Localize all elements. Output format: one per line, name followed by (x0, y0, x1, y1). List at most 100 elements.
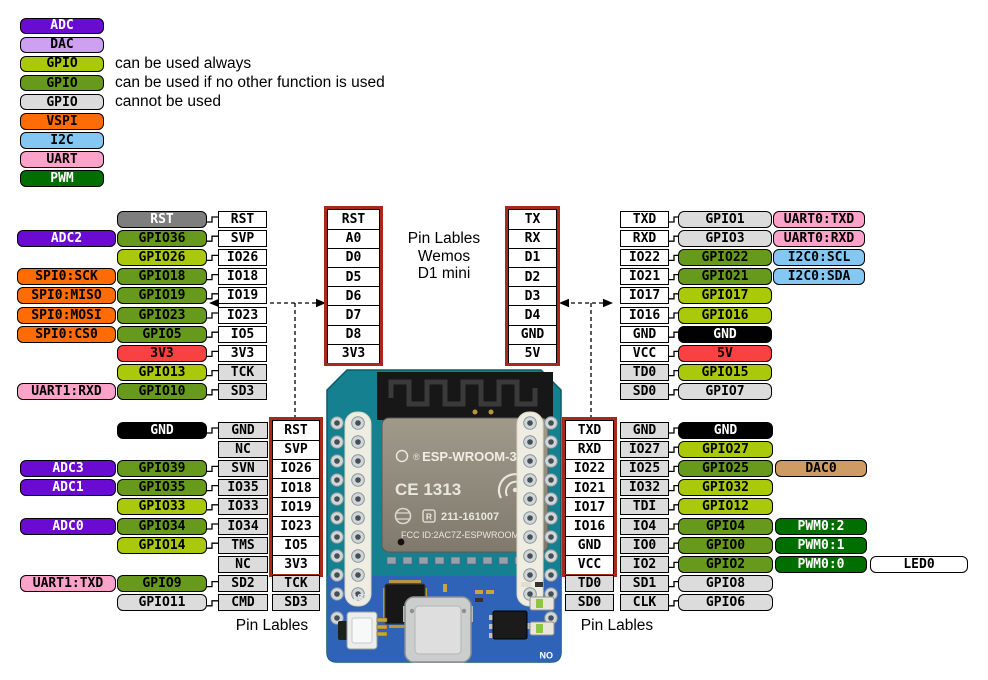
arrowhead-icon (316, 298, 326, 308)
legend-description: can be used always (115, 54, 252, 72)
func-chip: ADC0 (20, 517, 116, 535)
func-chip: SPI0:CS0 (17, 325, 116, 343)
pin-chip: IO22 (620, 248, 669, 266)
pin-chip: RST (218, 210, 267, 228)
pin-chip: SD1 (620, 575, 669, 593)
legend-swatch: UART (20, 151, 104, 168)
wemos-pin-cell: D8 (327, 324, 380, 345)
wemos-pin-cell: IO23 (272, 516, 320, 537)
func-chip: SPI0:MOSI (17, 306, 116, 324)
wemos-pin-cell: SD0 (565, 594, 614, 612)
gpio-chip: GPIO39 (117, 459, 207, 477)
pin-chip: SD3 (218, 383, 267, 401)
func-chip: SPI0:SCK (17, 268, 116, 286)
gpio-chip: GPIO16 (678, 306, 772, 324)
gpio-chip: RST (117, 210, 207, 228)
pin-chip: IO32 (620, 479, 669, 497)
pin-chip: IO27 (620, 440, 669, 458)
pin1-marker (397, 538, 405, 546)
gpio-chip: GPIO0 (678, 536, 773, 554)
gpio-chip: GPIO5 (117, 325, 207, 343)
gpio-chip: GPIO8 (678, 575, 773, 593)
wemos-pin-cell: A0 (327, 228, 380, 249)
wemos-pin-cell: TX (508, 209, 557, 230)
wemos-pin-cell: IO22 (565, 458, 614, 479)
led-chip: LED0 (870, 555, 968, 573)
reset-button (338, 611, 378, 650)
gpio-chip: GPIO12 (678, 498, 773, 516)
wemos-pin-cell: D5 (327, 267, 380, 288)
gpio-chip: GPIO21 (678, 268, 772, 286)
pin-chip: TXD (620, 210, 669, 228)
pin-chip: IO16 (620, 306, 669, 324)
pin-chip: SVN (218, 459, 268, 477)
pin-chip: NC (218, 555, 268, 573)
legend-swatch: ADC (20, 17, 104, 34)
gpio-chip: GPIO10 (117, 383, 207, 401)
pin-chip: IO21 (620, 268, 669, 286)
cert-stamp-icon (394, 507, 412, 525)
pin-labels-caption-left: Pin Lables (235, 617, 309, 634)
shield-fcc-id: FCC ID:2AC7Z-ESPWROOM32 (401, 530, 529, 540)
wemos-pin-cell: IO17 (565, 497, 614, 518)
pin-chip: IO35 (218, 479, 268, 497)
legend-swatch: I2C (20, 132, 104, 149)
pin-chip: IO0 (620, 536, 669, 554)
pin-chip: IO17 (620, 287, 669, 305)
pin-chip: IO25 (620, 459, 669, 477)
legend-swatch: GPIO (20, 55, 104, 73)
caption-line: Pin Lables (407, 230, 481, 247)
func-chip: ADC3 (20, 459, 116, 477)
pin-chip: SD2 (218, 575, 268, 593)
gpio-chip: GPIO17 (678, 287, 772, 305)
pin-chip: IO18 (218, 268, 267, 286)
pin-chip: NC (218, 440, 268, 458)
wemos-pin-cell: GND (508, 324, 557, 345)
gpio-chip: GPIO26 (117, 248, 207, 266)
wemos-pin-cell: SD3 (272, 594, 320, 612)
wemos-pin-cell: D0 (327, 247, 380, 268)
pin-chip: IO19 (218, 287, 267, 305)
gpio-chip: GPIO33 (117, 498, 207, 516)
func-chip: PWM0:2 (775, 517, 867, 535)
gpio-chip: GPIO18 (117, 268, 207, 286)
pin-labels-caption-right: Pin Lables (580, 617, 654, 634)
svg-text:R: R (426, 512, 432, 522)
pin-holes (330, 416, 558, 625)
gpio-chip: GND (117, 421, 207, 439)
wemos-pin-cell: SVP (272, 439, 320, 460)
wemos-caption: Pin Lables Wemos D1 mini (384, 230, 504, 283)
wemos-pin-cell: TCK (272, 575, 320, 593)
wemos-pin-cell: RST (272, 420, 320, 441)
gpio-chip: 5V (678, 344, 772, 362)
legend-swatch: PWM (20, 170, 104, 187)
gpio-chip: GPIO22 (678, 248, 772, 266)
func-chip: UART0:TXD (773, 210, 865, 228)
wemos-pin-cell: TXD (565, 420, 614, 441)
wemos-pin-cell: GND (565, 535, 614, 556)
pin-chip: IO23 (218, 306, 267, 324)
wemos-pin-cell: TD0 (565, 575, 614, 593)
func-chip: UART1:RXD (17, 383, 116, 401)
gpio-chip: GPIO19 (117, 287, 207, 305)
func-chip: DAC0 (775, 459, 867, 477)
func-chip: UART0:RXD (773, 229, 865, 247)
wemos-pin-cell: VCC (565, 554, 614, 575)
shield-ce-mark: CE 1313 (395, 480, 461, 499)
wemos-pin-cell: 3V3 (327, 343, 380, 364)
shield-reg-mark: ® (413, 452, 420, 462)
legend-swatch: VSPI (20, 113, 104, 130)
wemos-pin-cell: RXD (565, 439, 614, 460)
gpio-chip: GND (678, 421, 773, 439)
gpio-chip: GPIO7 (678, 383, 772, 401)
gpio-chip: GPIO2 (678, 555, 773, 573)
shield-module-name: ESP-WROOM-32 (422, 449, 524, 464)
wemos-pin-cell: IO26 (272, 458, 320, 479)
func-chip: I2C0:SDA (773, 268, 865, 286)
wemos-pin-cell: RST (327, 209, 380, 230)
passive-components (376, 582, 543, 637)
gpio-chip: GPIO3 (678, 229, 772, 247)
legend-description: cannot be used (115, 93, 222, 111)
gpio-chip: GPIO36 (117, 229, 207, 247)
func-chip: I2C0:SCL (773, 248, 865, 266)
